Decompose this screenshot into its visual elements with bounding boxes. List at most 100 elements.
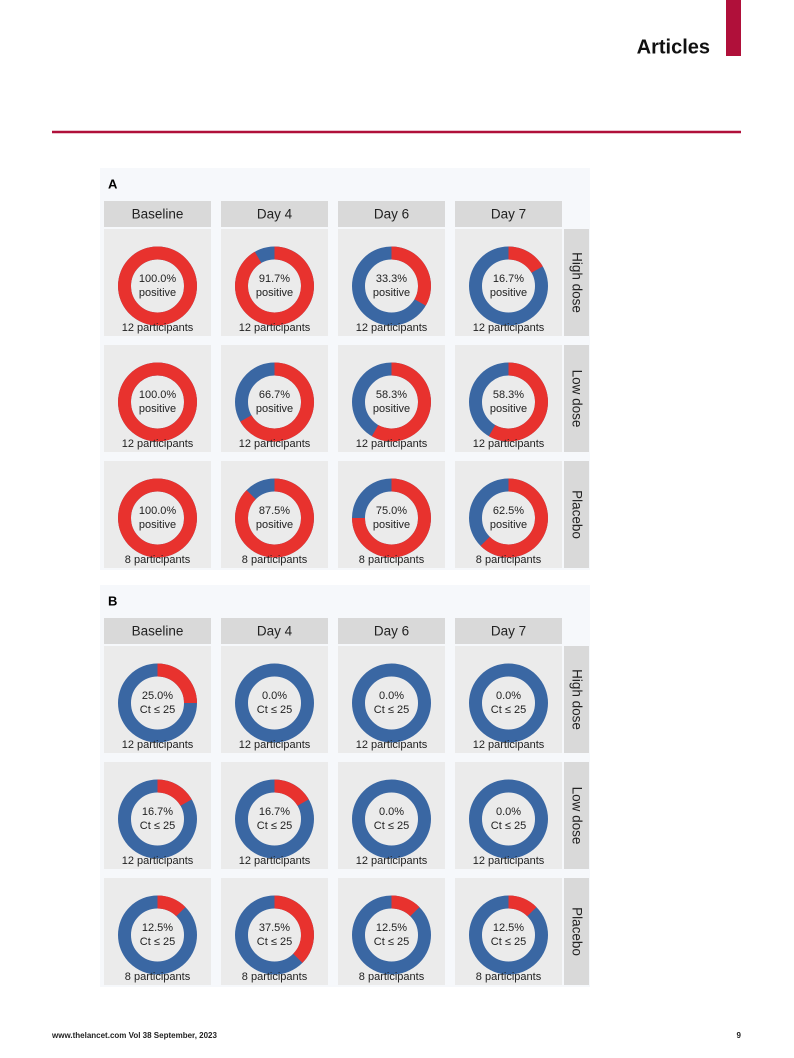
row-label: Placebo xyxy=(569,490,584,539)
participants-label: 12 participants xyxy=(239,739,311,751)
value-caption: Ct ≤ 25 xyxy=(140,820,175,832)
value-label: 62.5% xyxy=(493,505,524,517)
value-label: 12.5% xyxy=(376,922,407,934)
donut-share xyxy=(240,362,314,442)
donut-share xyxy=(235,478,314,558)
donut-share xyxy=(157,663,197,704)
value-label: 33.3% xyxy=(376,273,407,285)
value-label: 0.0% xyxy=(379,690,404,702)
value-caption: Ct ≤ 25 xyxy=(491,936,526,948)
donut-share xyxy=(371,362,431,442)
participants-label: 12 participants xyxy=(356,739,428,751)
donut-share xyxy=(274,779,309,807)
value-caption: positive xyxy=(139,287,176,299)
footer-source: www.thelancet.com Vol 38 September, 2023 xyxy=(51,1031,218,1040)
value-caption: Ct ≤ 25 xyxy=(374,704,409,716)
donut-share xyxy=(157,895,186,917)
participants-label: 12 participants xyxy=(122,438,194,450)
column-label: Baseline xyxy=(132,207,184,222)
participants-label: 12 participants xyxy=(239,855,311,867)
value-caption: positive xyxy=(373,287,410,299)
donut-share xyxy=(118,362,197,442)
column-header xyxy=(221,618,328,644)
value-caption: positive xyxy=(139,403,176,415)
value-caption: positive xyxy=(373,403,410,415)
header-bar xyxy=(726,0,741,56)
participants-label: 12 participants xyxy=(473,438,545,450)
donut-share xyxy=(391,895,420,917)
participants-label: 12 participants xyxy=(356,322,428,334)
donut-share xyxy=(391,246,431,306)
value-caption: positive xyxy=(139,519,176,531)
column-label: Day 7 xyxy=(491,207,526,222)
value-label: 66.7% xyxy=(259,389,290,401)
participants-label: 8 participants xyxy=(359,554,425,566)
value-label: 0.0% xyxy=(262,690,287,702)
panel-label: B xyxy=(108,593,117,608)
page-number: 9 xyxy=(737,1031,742,1040)
value-label: 37.5% xyxy=(259,922,290,934)
donut-share xyxy=(508,895,537,917)
participants-label: 12 participants xyxy=(356,438,428,450)
participants-label: 12 participants xyxy=(473,855,545,867)
donut-share xyxy=(157,779,192,807)
value-caption: positive xyxy=(373,519,410,531)
donut-rest xyxy=(235,663,314,743)
value-label: 87.5% xyxy=(259,505,290,517)
donut-share xyxy=(488,362,548,442)
value-caption: positive xyxy=(256,519,293,531)
row-label: High dose xyxy=(569,669,584,730)
row-strip xyxy=(564,762,589,869)
column-label: Day 4 xyxy=(257,207,293,222)
column-header xyxy=(455,201,562,227)
participants-label: 8 participants xyxy=(125,971,191,983)
participants-label: 8 participants xyxy=(476,971,542,983)
donut-share xyxy=(352,478,431,558)
value-label: 16.7% xyxy=(142,806,173,818)
donut-share xyxy=(235,246,314,326)
column-label: Day 4 xyxy=(257,624,293,639)
column-header xyxy=(104,618,211,644)
row-label: High dose xyxy=(569,252,584,313)
value-label: 12.5% xyxy=(142,922,173,934)
value-label: 0.0% xyxy=(379,806,404,818)
donut-rest xyxy=(469,663,548,743)
value-caption: positive xyxy=(490,519,527,531)
value-label: 91.7% xyxy=(259,273,290,285)
value-label: 16.7% xyxy=(493,273,524,285)
value-caption: Ct ≤ 25 xyxy=(140,704,175,716)
row-label: Low dose xyxy=(569,370,584,428)
column-header xyxy=(221,201,328,227)
value-caption: Ct ≤ 25 xyxy=(257,936,292,948)
participants-label: 12 participants xyxy=(239,438,311,450)
participants-label: 8 participants xyxy=(359,971,425,983)
column-label: Day 6 xyxy=(374,207,409,222)
donut-rest xyxy=(352,779,431,859)
row-strip xyxy=(564,646,589,753)
value-label: 58.3% xyxy=(493,389,524,401)
participants-label: 8 participants xyxy=(242,554,308,566)
value-label: 25.0% xyxy=(142,690,173,702)
participants-label: 12 participants xyxy=(356,855,428,867)
row-strip xyxy=(564,345,589,452)
participants-label: 12 participants xyxy=(122,322,194,334)
value-caption: Ct ≤ 25 xyxy=(140,936,175,948)
value-caption: Ct ≤ 25 xyxy=(374,936,409,948)
column-label: Day 6 xyxy=(374,624,409,639)
value-caption: positive xyxy=(256,287,293,299)
value-caption: positive xyxy=(490,403,527,415)
row-label: Low dose xyxy=(569,787,584,845)
value-label: 100.0% xyxy=(139,389,177,401)
column-label: Baseline xyxy=(132,624,184,639)
participants-label: 12 participants xyxy=(122,855,194,867)
row-strip xyxy=(564,229,589,336)
participants-label: 12 participants xyxy=(122,739,194,751)
value-label: 12.5% xyxy=(493,922,524,934)
value-label: 100.0% xyxy=(139,273,177,285)
participants-label: 8 participants xyxy=(242,971,308,983)
participants-label: 12 participants xyxy=(239,322,311,334)
value-caption: Ct ≤ 25 xyxy=(257,820,292,832)
value-caption: Ct ≤ 25 xyxy=(257,704,292,716)
panel-label: A xyxy=(108,176,118,191)
